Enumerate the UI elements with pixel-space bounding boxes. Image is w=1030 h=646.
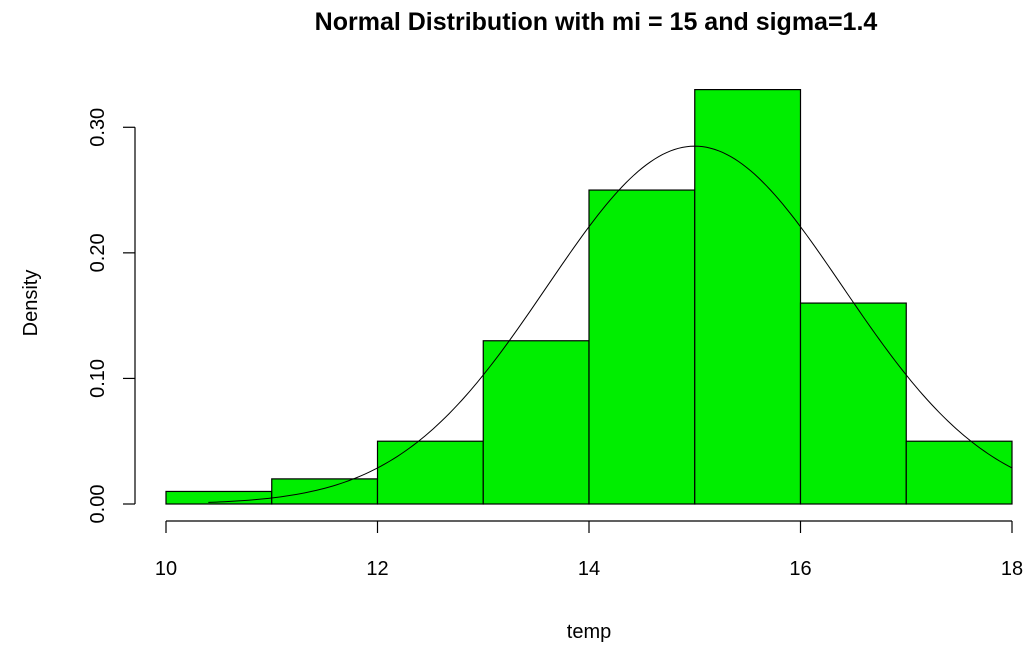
histogram-bar-4 bbox=[482, 340, 590, 505]
x-tick-label: 10 bbox=[155, 558, 177, 580]
histogram-bar-5 bbox=[588, 189, 696, 505]
y-tick-label: 0.10 bbox=[87, 359, 109, 398]
histogram-bar-7 bbox=[799, 302, 907, 505]
histogram-bar-2 bbox=[271, 478, 379, 505]
x-tick-label: 18 bbox=[1001, 558, 1023, 580]
y-tick-label: 0.30 bbox=[87, 108, 109, 147]
histogram-bar-3 bbox=[376, 440, 484, 505]
histogram-bar-6 bbox=[694, 88, 802, 505]
x-tick-label: 14 bbox=[578, 558, 600, 580]
y-tick-label: 0.20 bbox=[87, 233, 109, 272]
histogram-bar-8 bbox=[905, 440, 1013, 505]
chart-title: Normal Distribution with mi = 15 and sig… bbox=[315, 8, 878, 36]
y-axis: 0.00 0.10 0.20 0.30 bbox=[87, 108, 136, 524]
x-axis-label: temp bbox=[567, 621, 611, 643]
y-tick-label: 0.00 bbox=[87, 485, 109, 524]
x-tick-label: 16 bbox=[789, 558, 811, 580]
x-axis: 10 12 14 16 18 bbox=[155, 520, 1023, 580]
histogram-bars bbox=[165, 88, 1013, 505]
y-axis-label: Density bbox=[20, 270, 42, 337]
x-tick-label: 12 bbox=[366, 558, 388, 580]
normal-density-curve bbox=[208, 145, 1013, 503]
